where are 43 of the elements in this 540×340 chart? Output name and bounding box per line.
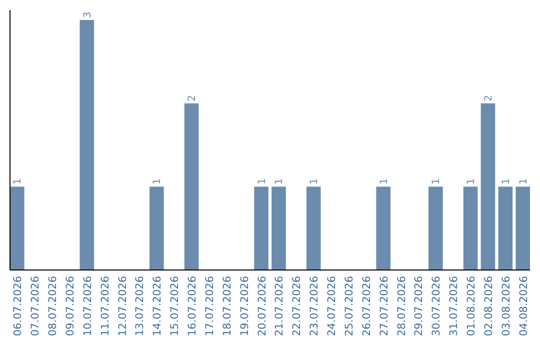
x-tick-label: 26.07.2026 (360, 276, 373, 336)
data-label: 1 (466, 178, 478, 185)
x-tick-label: 31.07.2026 (448, 276, 460, 336)
x-tick-label: 14.07.2026 (152, 276, 164, 336)
data-label: 1 (518, 178, 530, 185)
x-tick-label: 07.07.2026 (30, 276, 42, 336)
data-label: 1 (431, 178, 442, 185)
x-tick-label: 09.07.2026 (64, 276, 76, 336)
data-label: 3 (82, 12, 94, 18)
x-tick-label: 28.07.2026 (396, 276, 408, 336)
x-tick-label: 12.07.2026 (116, 276, 129, 336)
x-tick-label: 16.07.2026 (186, 276, 199, 336)
x-tick-label: 30.07.2026 (430, 276, 443, 336)
data-label: 1 (152, 178, 164, 185)
x-tick-label: 18.07.2026 (221, 276, 234, 336)
x-tick-label: 25.07.2026 (343, 276, 356, 336)
x-tick-label: 03.08.2026 (500, 276, 512, 336)
data-label: 1 (274, 178, 286, 185)
x-tick-label: 08.07.2026 (47, 276, 60, 336)
x-tick-label: 29.07.2026 (413, 276, 426, 336)
x-tick-label: 15.07.2026 (169, 276, 182, 336)
x-tick-label: 02.08.2026 (482, 276, 495, 336)
data-label: 2 (187, 94, 198, 102)
x-tick-label: 22.07.2026 (291, 276, 304, 336)
x-tick-label: 21.07.2026 (274, 276, 286, 336)
data-label: 1 (256, 178, 268, 185)
x-tick-label: 04.08.2026 (518, 276, 530, 336)
data-label: 2 (483, 94, 494, 102)
x-tick-label: 06.07.2026 (12, 276, 24, 336)
data-label: 1 (309, 178, 320, 185)
x-tick-label: 19.07.2026 (238, 276, 251, 336)
x-tick-label: 10.07.2026 (82, 276, 94, 336)
x-tick-label: 20.07.2026 (256, 276, 268, 336)
data-label: 1 (12, 178, 24, 185)
x-tick-label: 17.07.2026 (204, 276, 216, 336)
x-tick-label: 11.07.2026 (99, 276, 112, 336)
data-label: 1 (378, 178, 390, 185)
x-tick-label: 24.07.2026 (326, 276, 338, 336)
data-label: 1 (500, 178, 512, 185)
x-tick-label: 23.07.2026 (308, 276, 321, 336)
x-tick-label: 01.08.2026 (466, 276, 478, 336)
x-tick-label: 13.07.2026 (134, 276, 146, 336)
x-tick-label: 27.07.2026 (378, 276, 390, 336)
